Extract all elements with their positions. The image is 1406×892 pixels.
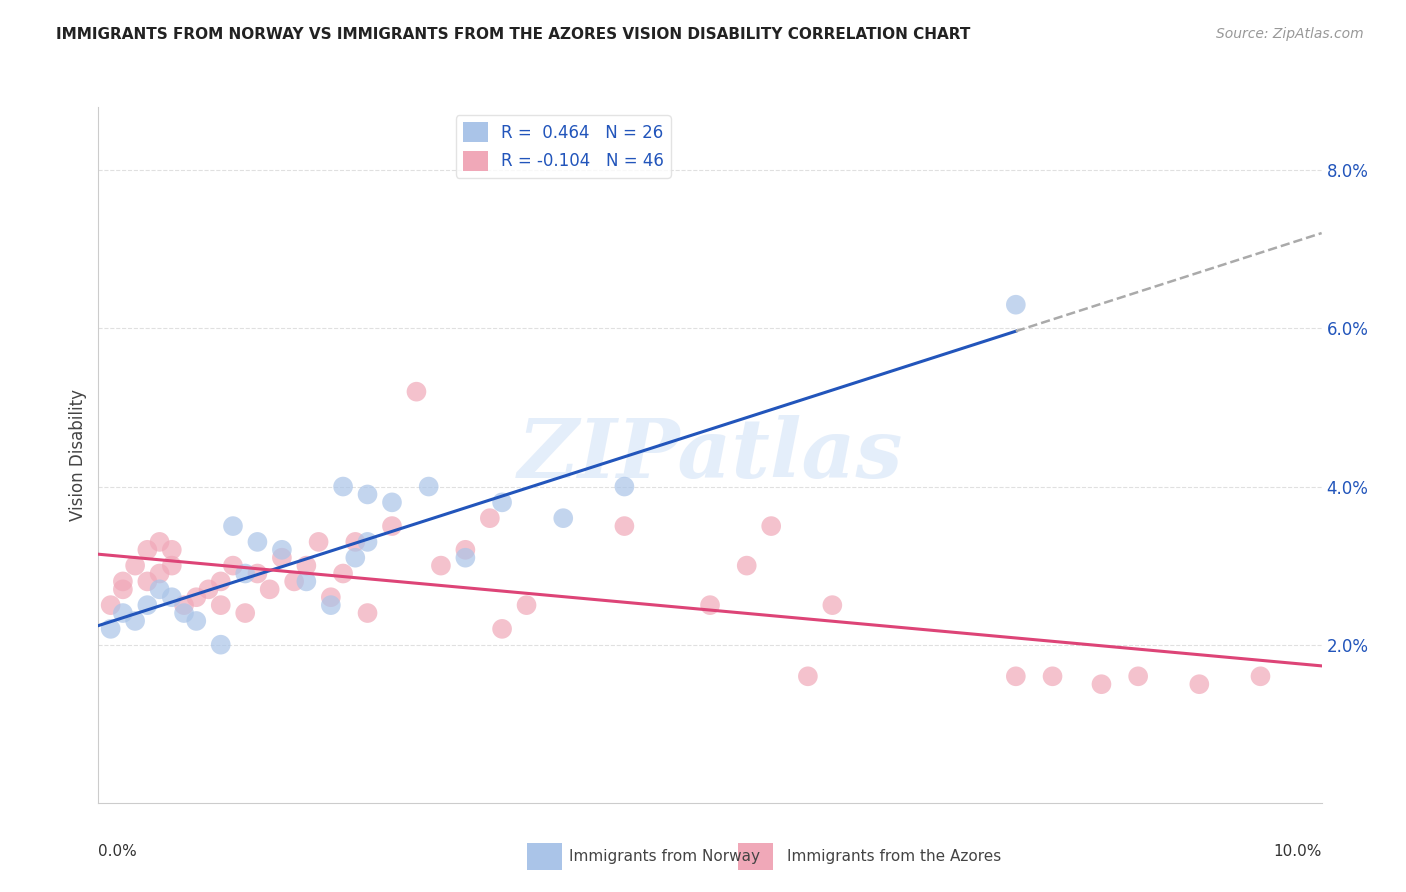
- Point: [797, 669, 820, 683]
- Point: [613, 519, 636, 533]
- Point: [1004, 669, 1026, 683]
- Point: [613, 479, 636, 493]
- Point: [418, 479, 440, 493]
- Point: [222, 558, 245, 573]
- Point: [259, 582, 281, 597]
- Point: [136, 598, 159, 612]
- Point: [735, 558, 758, 573]
- Point: [295, 558, 318, 573]
- Point: [197, 582, 219, 597]
- Point: [1042, 669, 1064, 683]
- Point: [430, 558, 453, 573]
- Point: [1188, 677, 1211, 691]
- Point: [699, 598, 721, 612]
- Point: [405, 384, 427, 399]
- Point: [319, 598, 342, 612]
- Point: [160, 591, 183, 605]
- Point: [381, 495, 404, 509]
- Point: [160, 542, 183, 557]
- Point: [160, 558, 183, 573]
- Point: [209, 574, 232, 589]
- Point: [332, 566, 354, 581]
- Point: [111, 606, 134, 620]
- Point: [454, 542, 477, 557]
- Point: [186, 591, 208, 605]
- Point: [186, 614, 208, 628]
- Point: [149, 582, 172, 597]
- Point: [821, 598, 844, 612]
- Point: [491, 622, 513, 636]
- Legend: R =  0.464   N = 26, R = -0.104   N = 46: R = 0.464 N = 26, R = -0.104 N = 46: [456, 115, 671, 178]
- Point: [173, 598, 195, 612]
- Point: [478, 511, 501, 525]
- Text: 0.0%: 0.0%: [98, 845, 138, 859]
- Point: [233, 606, 256, 620]
- Point: [270, 550, 292, 565]
- Point: [246, 566, 269, 581]
- Point: [246, 534, 269, 549]
- Point: [356, 487, 378, 501]
- Point: [124, 558, 146, 573]
- Point: [344, 550, 367, 565]
- Text: Immigrants from the Azores: Immigrants from the Azores: [787, 849, 1001, 863]
- Point: [332, 479, 354, 493]
- Point: [1004, 298, 1026, 312]
- Point: [1128, 669, 1150, 683]
- Point: [283, 574, 305, 589]
- Point: [1090, 677, 1112, 691]
- Text: Immigrants from Norway: Immigrants from Norway: [569, 849, 761, 863]
- Point: [454, 550, 477, 565]
- Point: [381, 519, 404, 533]
- Point: [270, 542, 292, 557]
- Point: [173, 606, 195, 620]
- Point: [124, 614, 146, 628]
- Point: [356, 534, 378, 549]
- Point: [100, 622, 122, 636]
- Y-axis label: Vision Disability: Vision Disability: [69, 389, 87, 521]
- Point: [295, 574, 318, 589]
- Point: [100, 598, 122, 612]
- Point: [136, 574, 159, 589]
- Point: [356, 606, 378, 620]
- Point: [111, 574, 134, 589]
- Point: [344, 534, 367, 549]
- Text: ZIPatlas: ZIPatlas: [517, 415, 903, 495]
- Point: [1249, 669, 1271, 683]
- Point: [553, 511, 575, 525]
- Point: [516, 598, 538, 612]
- Text: IMMIGRANTS FROM NORWAY VS IMMIGRANTS FROM THE AZORES VISION DISABILITY CORRELATI: IMMIGRANTS FROM NORWAY VS IMMIGRANTS FRO…: [56, 27, 970, 42]
- Point: [308, 534, 330, 549]
- Point: [209, 638, 232, 652]
- Point: [233, 566, 256, 581]
- Point: [136, 542, 159, 557]
- Point: [491, 495, 513, 509]
- Point: [319, 591, 342, 605]
- Point: [149, 534, 172, 549]
- Point: [222, 519, 245, 533]
- Point: [111, 582, 134, 597]
- Text: Source: ZipAtlas.com: Source: ZipAtlas.com: [1216, 27, 1364, 41]
- Point: [209, 598, 232, 612]
- Point: [759, 519, 782, 533]
- Text: 10.0%: 10.0%: [1274, 845, 1322, 859]
- Point: [149, 566, 172, 581]
